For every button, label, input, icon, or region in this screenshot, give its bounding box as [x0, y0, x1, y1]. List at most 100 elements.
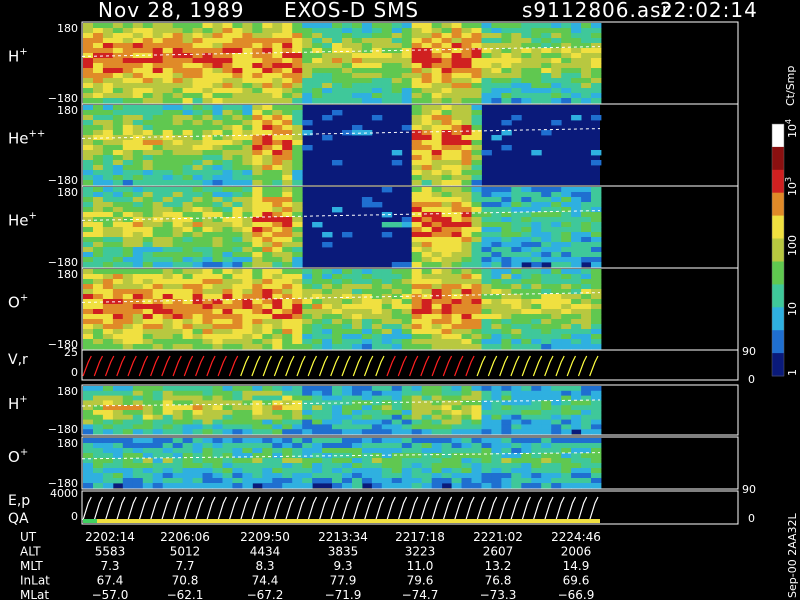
heatmap-cell	[391, 289, 403, 295]
heatmap-cell	[302, 98, 313, 104]
heatmap-cell	[381, 284, 393, 290]
heatmap-cell	[212, 324, 223, 330]
heatmap-cell	[551, 453, 562, 459]
heatmap-cell	[182, 115, 193, 121]
heatmap-cell	[142, 105, 154, 111]
heatmap-cell	[461, 395, 472, 401]
heatmap-cell	[342, 63, 353, 69]
heatmap-cell	[381, 314, 393, 320]
heatmap-cell	[342, 68, 353, 74]
heatmap-cell	[541, 453, 552, 459]
heatmap-cell	[162, 135, 174, 141]
heatmap-cell	[242, 424, 253, 430]
sweep-mark	[330, 355, 340, 377]
heatmap-cell	[262, 419, 273, 425]
heatmap-cell	[122, 262, 134, 268]
heatmap-cell	[112, 438, 124, 444]
sweep-mark	[352, 355, 363, 377]
heatmap-cell	[142, 284, 154, 290]
heatmap-cell	[371, 83, 383, 89]
heatmap-cell	[571, 386, 582, 392]
heatmap-cell	[172, 197, 184, 203]
heatmap-cell	[441, 247, 452, 253]
heatmap-cell	[302, 63, 313, 69]
heatmap-cell	[252, 73, 263, 79]
heatmap-cell	[441, 458, 452, 464]
heatmap-cell	[102, 187, 114, 193]
heatmap-cell	[282, 269, 293, 275]
heatmap-cell	[102, 212, 114, 218]
heatmap-cell	[381, 294, 393, 300]
heatmap-cell	[581, 309, 592, 315]
heatmap-cell	[342, 414, 353, 420]
heatmap-cell	[421, 339, 433, 345]
heatmap-cell	[132, 155, 144, 161]
heatmap-cell	[212, 344, 223, 350]
heatmap-cell	[172, 202, 184, 208]
heatmap-cell	[342, 329, 353, 335]
heatmap-cell	[461, 309, 472, 315]
heatmap-cell	[411, 135, 423, 141]
heatmap-cell	[591, 294, 602, 300]
heatmap-cell	[83, 344, 94, 350]
heatmap-cell	[411, 309, 423, 315]
heatmap-cell	[571, 274, 582, 280]
heatmap-cell	[391, 419, 403, 425]
heatmap-cell	[112, 237, 124, 243]
heatmap-cell	[481, 252, 492, 258]
heatmap-cell	[212, 68, 223, 74]
heatmap-cell	[122, 405, 134, 411]
heatmap-cell	[401, 443, 413, 449]
heatmap-cell	[162, 424, 174, 430]
heatmap-cell	[282, 319, 293, 325]
heatmap-cell	[202, 294, 213, 300]
heatmap-cell	[421, 135, 433, 141]
heatmap-cell	[361, 473, 373, 479]
sweep-mark	[499, 355, 509, 377]
orbit-value: −71.9	[325, 588, 362, 600]
heatmap-cell	[581, 237, 592, 243]
heatmap-cell	[361, 395, 373, 401]
heatmap-cell	[122, 232, 134, 238]
heatmap-cell	[371, 38, 383, 44]
heatmap-cell	[451, 458, 462, 464]
heatmap-cell	[431, 135, 443, 141]
heatmap-cell	[352, 405, 363, 411]
heatmap-cell	[342, 443, 353, 449]
heatmap-cell	[192, 483, 203, 489]
heatmap-cell	[112, 274, 124, 280]
heatmap-cell	[132, 448, 144, 454]
heatmap-cell	[162, 257, 174, 263]
heatmap-cell	[192, 28, 203, 34]
heatmap-cell	[322, 48, 333, 54]
heatmap-cell	[322, 43, 333, 49]
heatmap-cell	[112, 390, 124, 396]
heatmap-cell	[182, 448, 193, 454]
heatmap-cell	[232, 120, 243, 126]
heatmap-cell	[112, 294, 124, 300]
heatmap-cell	[152, 63, 164, 69]
heatmap-cell	[491, 410, 502, 416]
heatmap-cell	[132, 105, 144, 111]
heatmap-cell	[501, 405, 512, 411]
heatmap-cell	[461, 33, 472, 39]
heatmap-cell	[262, 68, 273, 74]
heatmap-cell	[521, 289, 532, 295]
heatmap-cell	[93, 319, 104, 325]
heatmap-cell	[132, 207, 144, 213]
heatmap-cell	[371, 88, 383, 94]
heatmap-cell	[541, 187, 552, 193]
heatmap-cell	[262, 304, 273, 310]
heatmap-cell	[352, 125, 363, 131]
heatmap-cell	[162, 175, 174, 181]
heatmap-cell	[152, 135, 164, 141]
heatmap-cell	[511, 217, 522, 223]
heatmap-cell	[202, 299, 213, 305]
heatmap-cell	[282, 105, 293, 111]
heatmap-cell	[411, 38, 423, 44]
heatmap-cell	[93, 187, 104, 193]
panel-label-4: V,r	[8, 352, 28, 368]
heatmap-cell	[511, 289, 522, 295]
heatmap-cell	[591, 390, 602, 396]
heatmap-cell	[292, 145, 303, 151]
